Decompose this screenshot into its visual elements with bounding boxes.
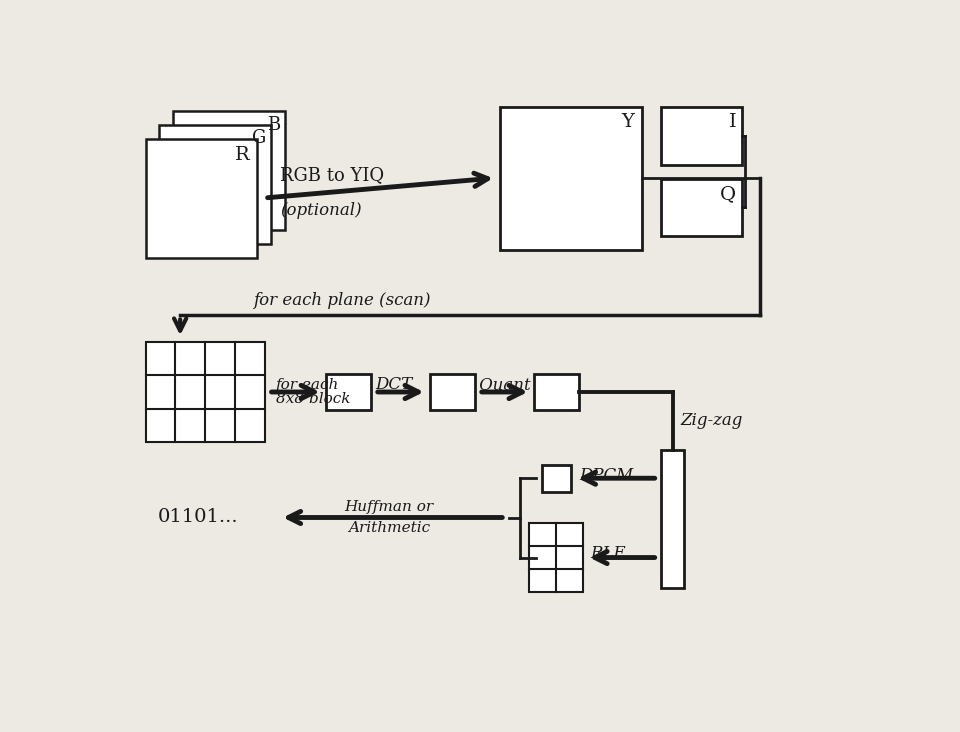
Bar	[146, 138, 257, 258]
Text: Zig-zag: Zig-zag	[681, 412, 743, 429]
Text: (optional): (optional)	[280, 202, 362, 219]
Bar	[326, 373, 372, 411]
Text: for each plane (scan): for each plane (scan)	[253, 292, 431, 309]
Text: DPCM: DPCM	[579, 468, 634, 485]
Bar	[500, 107, 642, 250]
Text: Q: Q	[720, 185, 736, 203]
Text: RLE: RLE	[590, 545, 626, 562]
Text: R: R	[234, 146, 250, 165]
Bar	[159, 124, 271, 244]
Text: 8x8 block: 8x8 block	[276, 392, 351, 406]
Bar	[173, 111, 285, 231]
Text: for each: for each	[276, 378, 340, 392]
Text: Arithmetic: Arithmetic	[348, 521, 430, 535]
Bar	[430, 373, 475, 411]
Bar	[661, 179, 742, 236]
Bar	[661, 107, 742, 165]
Text: Quant: Quant	[479, 376, 531, 393]
Text: G: G	[252, 130, 266, 147]
Text: Y: Y	[621, 113, 635, 131]
Bar	[661, 449, 684, 589]
Bar	[542, 465, 571, 492]
Text: DCT: DCT	[375, 376, 412, 393]
Bar	[146, 342, 265, 442]
Text: 01101...: 01101...	[157, 509, 238, 526]
Bar	[529, 523, 583, 592]
Bar	[535, 373, 579, 411]
Text: RGB to YIQ: RGB to YIQ	[280, 166, 384, 184]
Text: I: I	[729, 113, 736, 131]
Text: Huffman or: Huffman or	[345, 500, 433, 514]
Text: B: B	[267, 116, 280, 133]
